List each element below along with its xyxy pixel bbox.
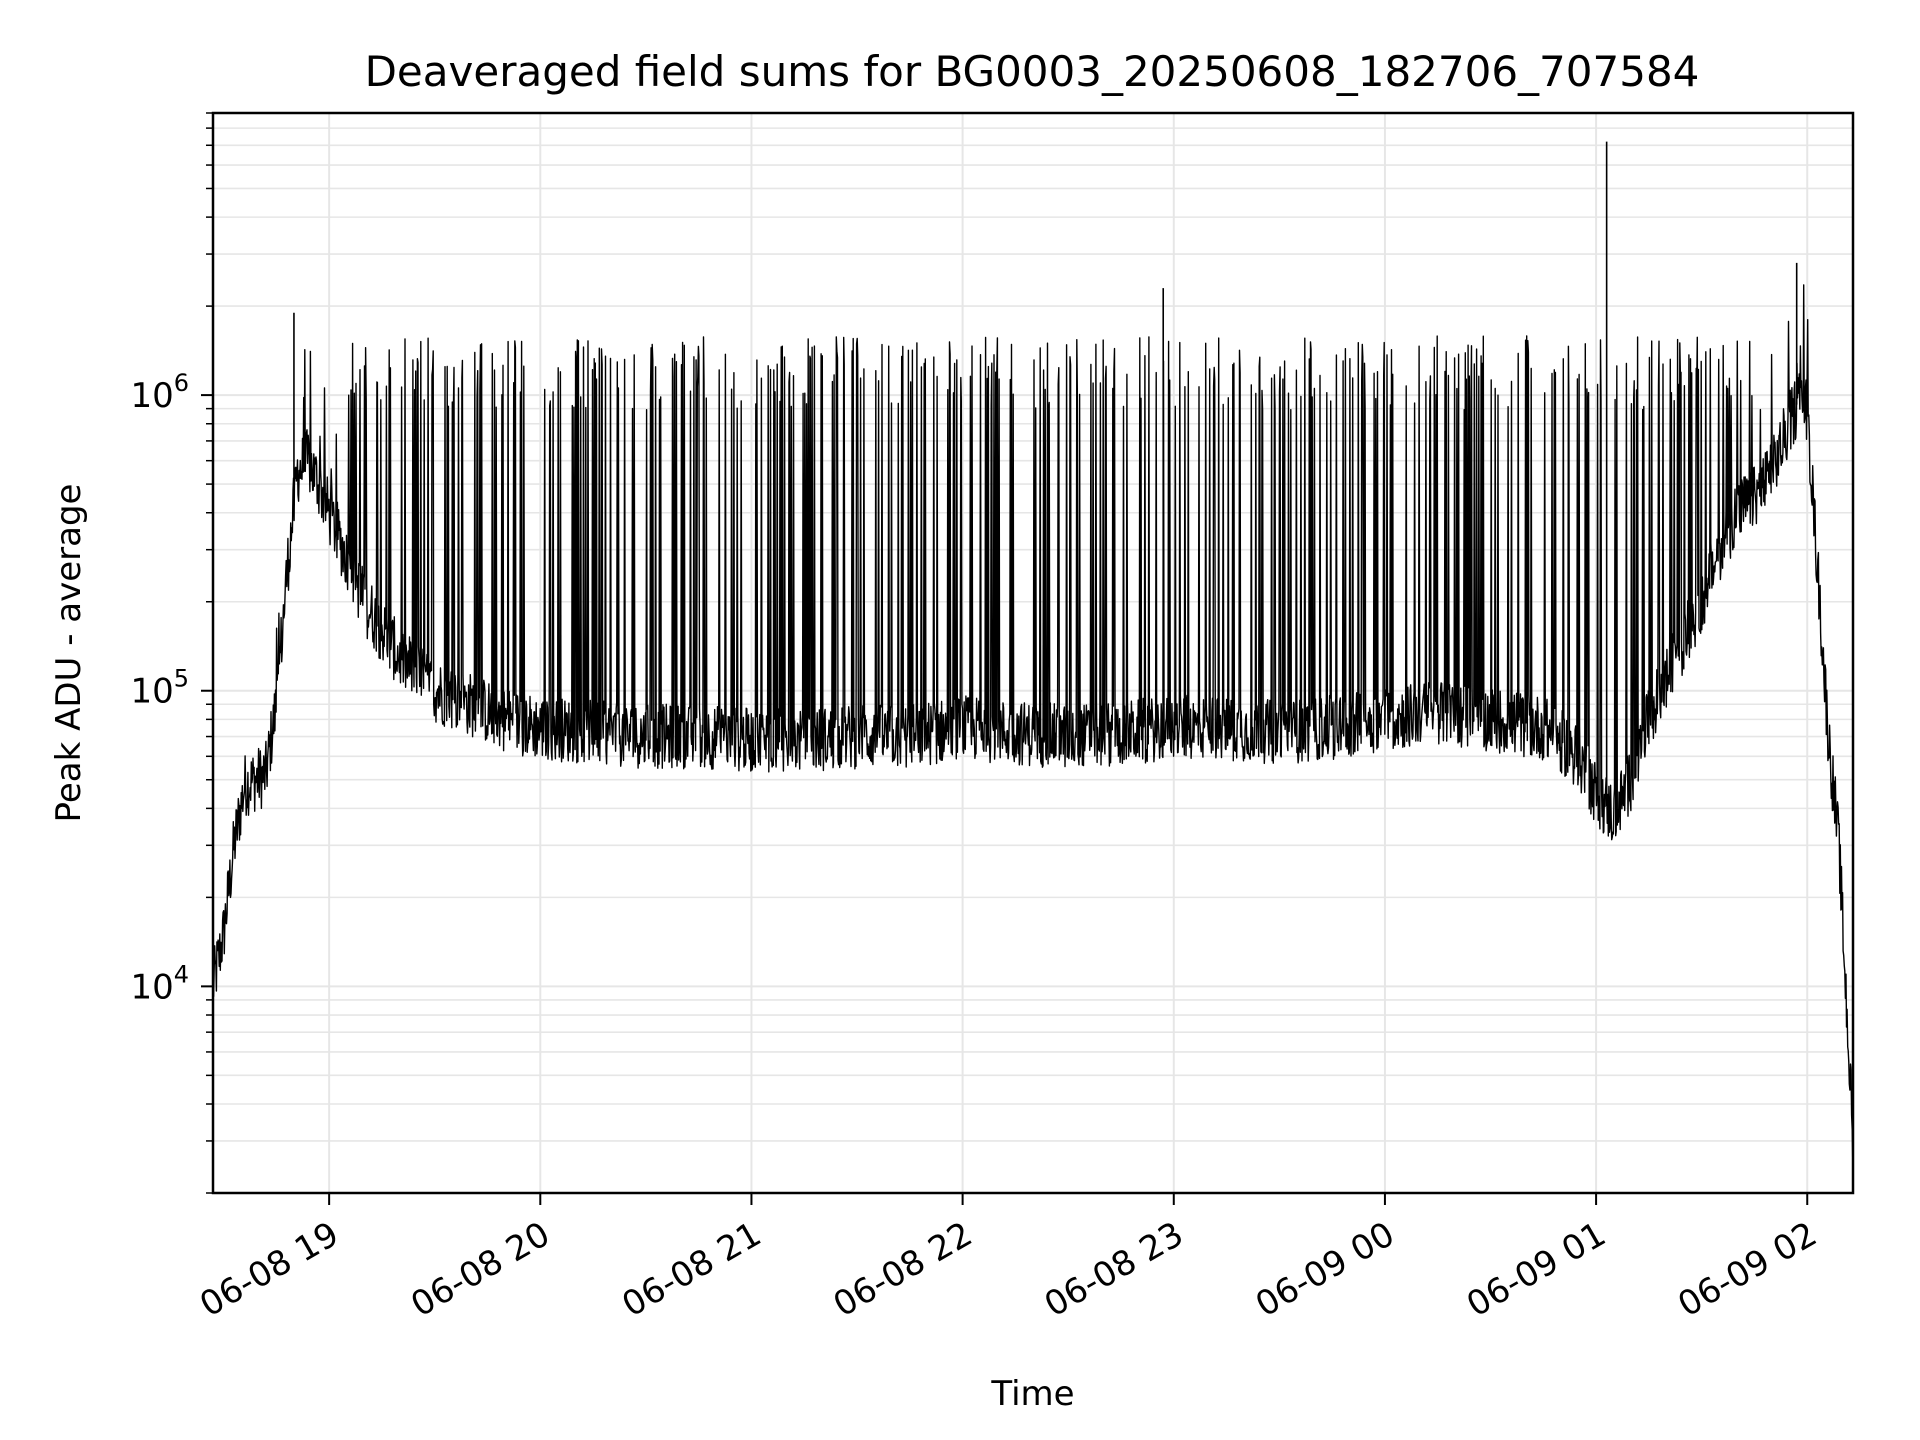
y-tick-label: 104 <box>130 960 189 1007</box>
y-tick-label: 105 <box>130 665 189 712</box>
y-tick-exponent: 5 <box>174 665 189 693</box>
y-tick-label: 106 <box>130 369 189 416</box>
plot-frame <box>211 111 1855 1195</box>
y-tick-exponent: 6 <box>174 369 189 397</box>
y-tick-base: 10 <box>130 376 173 416</box>
y-tick-base: 10 <box>130 672 173 712</box>
x-axis-label: Time <box>990 1374 1074 1414</box>
series-line <box>213 284 1853 1158</box>
series-layer <box>213 141 1853 1158</box>
y-tick-base: 10 <box>130 967 173 1007</box>
y-tick-exponent: 4 <box>174 960 189 988</box>
y-axis-label: Peak ADU - average <box>49 484 89 823</box>
chart-title: Deaveraged field sums for BG0003_2025060… <box>365 47 1700 96</box>
